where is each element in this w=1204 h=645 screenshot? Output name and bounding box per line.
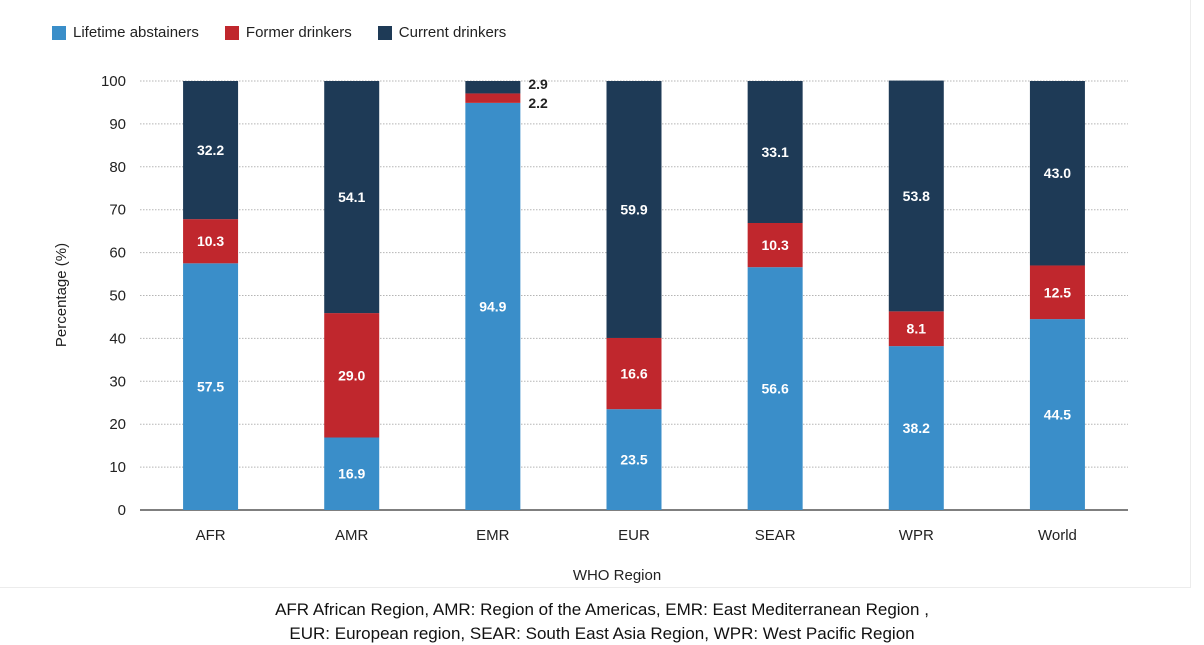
data-label: 16.9 bbox=[338, 466, 365, 482]
bar-layer: 57.5 10.3 32.2 16.9 29.0 54.1 94.9 2.2 2.9 23.5 16… bbox=[183, 76, 1085, 510]
bar-segment bbox=[747, 81, 803, 223]
data-label: 16.6 bbox=[620, 366, 647, 382]
data-label: 12.5 bbox=[1044, 284, 1071, 300]
data-label: 2.9 bbox=[528, 76, 548, 92]
data-label: 8.1 bbox=[907, 321, 927, 337]
grid-layer bbox=[140, 80, 1128, 511]
bar-segment bbox=[465, 102, 521, 510]
legend: Lifetime abstainers Former drinkers Curr… bbox=[52, 24, 506, 41]
caption-line-2: EUR: European region, SEAR: South East A… bbox=[289, 624, 915, 643]
data-label: 44.5 bbox=[1044, 407, 1071, 423]
data-label: 38.2 bbox=[903, 420, 930, 436]
y-tick-label: 90 bbox=[109, 116, 126, 133]
bar-segment bbox=[1029, 81, 1085, 266]
x-tick-label: AFR bbox=[196, 527, 226, 544]
data-label: 32.2 bbox=[197, 142, 224, 158]
legend-label: Lifetime abstainers bbox=[73, 24, 199, 41]
legend-swatch bbox=[224, 25, 239, 40]
x-tick-label: EMR bbox=[476, 527, 510, 544]
y-tick-label: 0 bbox=[118, 502, 126, 519]
legend-label: Current drinkers bbox=[398, 24, 507, 41]
bar-segment bbox=[606, 81, 662, 338]
bar-segment bbox=[465, 93, 521, 103]
x-tick-label: AMR bbox=[335, 527, 369, 544]
data-label: 33.1 bbox=[762, 144, 789, 160]
bar-segment bbox=[324, 437, 380, 510]
bar-segment bbox=[606, 409, 662, 510]
bar-segment bbox=[747, 267, 803, 510]
y-tick-label: 30 bbox=[109, 373, 126, 390]
y-tick-label: 40 bbox=[109, 330, 126, 347]
data-label: 2.2 bbox=[528, 95, 548, 111]
y-tick-label: 10 bbox=[109, 459, 126, 476]
y-tick-label: 20 bbox=[109, 416, 126, 433]
legend-item-former-drinkers: Former drinkers bbox=[224, 24, 352, 41]
legend-swatch bbox=[377, 25, 392, 40]
stacked-bar-chart: 57.5 10.3 32.2 16.9 29.0 54.1 94.9 2.2 2.9 23.5 16… bbox=[53, 73, 1128, 584]
bar-segment bbox=[888, 346, 944, 510]
y-tick-label: 70 bbox=[109, 202, 126, 219]
data-label: 43.0 bbox=[1044, 165, 1071, 181]
bar-segment bbox=[1029, 319, 1085, 510]
x-tick-label: EUR bbox=[618, 527, 650, 544]
axis-layer: Percentage (%) WHO Region 0 10 20 30 40 50 60 7… bbox=[53, 73, 1077, 584]
bar-segment bbox=[324, 81, 380, 314]
y-tick-label: 100 bbox=[101, 73, 126, 90]
bar-segment bbox=[183, 219, 239, 264]
data-label: 53.8 bbox=[903, 188, 930, 204]
bar-segment bbox=[888, 80, 944, 312]
bar-segment bbox=[324, 313, 380, 438]
bar-segment bbox=[747, 222, 803, 268]
caption-line-1: AFR African Region, AMR: Region of the A… bbox=[275, 600, 929, 619]
chart-panel: Lifetime abstainers Former drinkers Curr… bbox=[0, 0, 1191, 588]
y-tick-label: 50 bbox=[109, 288, 126, 305]
legend-item-current-drinkers: Current drinkers bbox=[377, 24, 507, 41]
data-label: 29.0 bbox=[338, 367, 365, 383]
x-axis-title: WHO Region bbox=[573, 567, 661, 584]
bar-segment bbox=[465, 81, 521, 94]
bar-segment bbox=[606, 337, 662, 410]
bar-segment bbox=[183, 263, 239, 510]
legend-swatch bbox=[52, 25, 66, 40]
legend-item-lifetime-abstainers: Lifetime abstainers bbox=[52, 24, 199, 41]
x-tick-label: SEAR bbox=[755, 527, 796, 544]
x-tick-label: WPR bbox=[899, 527, 934, 544]
y-tick-label: 60 bbox=[109, 245, 126, 262]
data-label: 59.9 bbox=[620, 201, 647, 217]
x-tick-label: World bbox=[1038, 527, 1077, 544]
bar-segment bbox=[1029, 265, 1085, 320]
y-tick-label: 80 bbox=[109, 159, 126, 176]
y-axis-title: Percentage (%) bbox=[53, 243, 70, 347]
legend-label: Former drinkers bbox=[245, 24, 352, 41]
bar-segment bbox=[183, 81, 239, 220]
data-label: 57.5 bbox=[197, 379, 224, 395]
data-label: 23.5 bbox=[620, 452, 647, 468]
data-label: 54.1 bbox=[338, 189, 365, 205]
data-label: 56.6 bbox=[762, 381, 789, 397]
data-label: 10.3 bbox=[197, 233, 224, 249]
bar-segment bbox=[888, 311, 944, 347]
data-label: 10.3 bbox=[762, 237, 789, 253]
data-label: 94.9 bbox=[479, 298, 506, 314]
